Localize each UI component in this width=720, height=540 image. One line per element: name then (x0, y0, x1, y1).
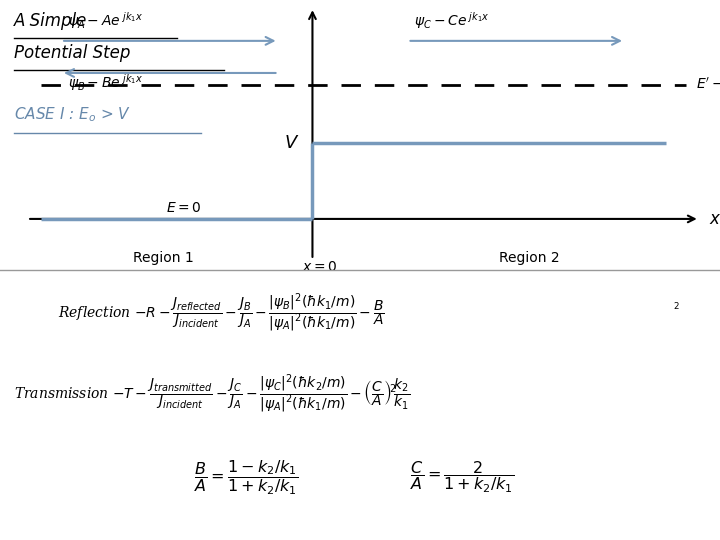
Text: $x$: $x$ (709, 210, 720, 228)
Text: A Simple: A Simple (14, 12, 87, 30)
Text: $\psi_B - Be^{\;jk_1 x}$: $\psi_B - Be^{\;jk_1 x}$ (68, 72, 143, 93)
Text: Potential Step: Potential Step (14, 44, 130, 62)
Text: Transmission $- T - \dfrac{J_{transmitted}}{J_{incident}} - \dfrac{J_C}{J_A} - \: Transmission $- T - \dfrac{J_{transmitte… (14, 373, 411, 415)
Text: $x = 0$: $x = 0$ (302, 260, 337, 274)
Text: $E = 0$: $E = 0$ (166, 200, 201, 214)
Text: CASE I : $E_o$ > V: CASE I : $E_o$ > V (14, 105, 130, 124)
Text: $\dfrac{C}{A} = \dfrac{2}{1 + k_2/k_1}$: $\dfrac{C}{A} = \dfrac{2}{1 + k_2/k_1}$ (410, 459, 515, 495)
Text: $\psi_C - Ce^{\;jk_1 x}$: $\psi_C - Ce^{\;jk_1 x}$ (414, 10, 490, 31)
Text: Reflection $- R - \dfrac{J_{reflected}}{J_{incident}} - \dfrac{J_B}{J_A} - \dfra: Reflection $- R - \dfrac{J_{reflected}}{… (58, 292, 384, 334)
Text: $\psi_A - Ae^{\;jk_1 x}$: $\psi_A - Ae^{\;jk_1 x}$ (68, 10, 143, 31)
Text: Region 1: Region 1 (132, 251, 194, 265)
Text: $E' - E_o$: $E' - E_o$ (696, 76, 720, 93)
Text: $\dfrac{B}{A} = \dfrac{1 - k_2/k_1}{1 + k_2/k_1}$: $\dfrac{B}{A} = \dfrac{1 - k_2/k_1}{1 + … (194, 459, 299, 497)
Text: Region 2: Region 2 (500, 251, 560, 265)
Text: $V$: $V$ (284, 134, 299, 152)
Text: $^2$: $^2$ (673, 302, 680, 315)
